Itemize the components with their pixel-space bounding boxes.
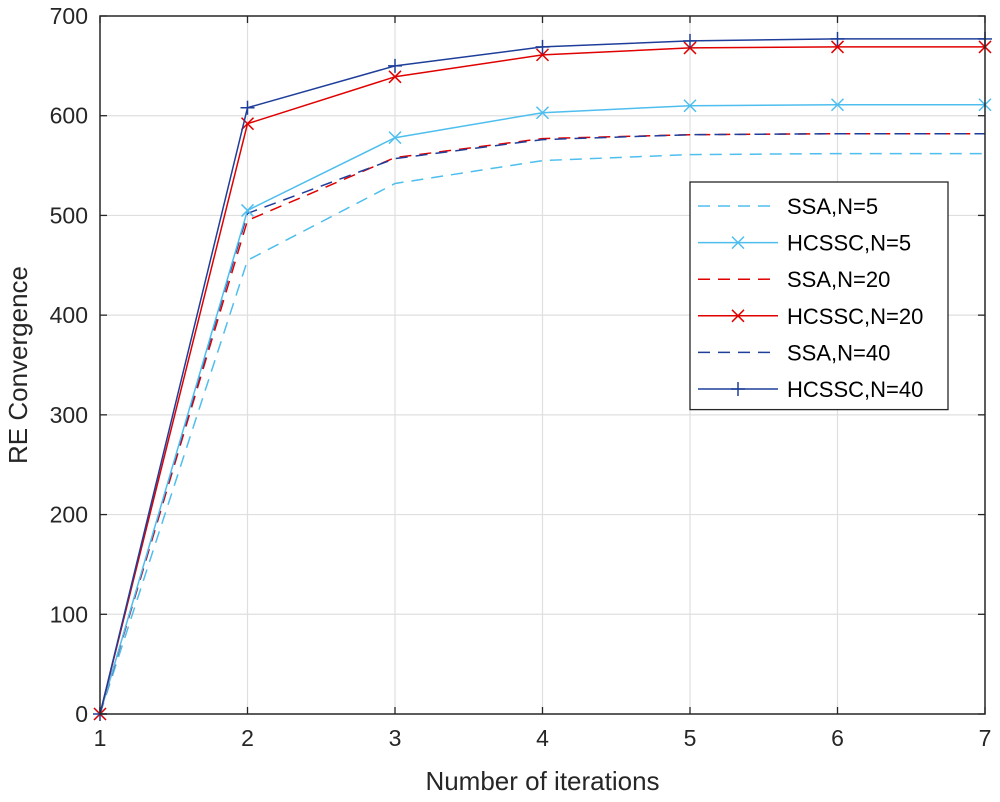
legend: SSA,N=5 HCSSC,N=5 SSA,N=20 HCSSC,N=20 SSA,N=… (689, 181, 949, 411)
x-tick-label: 2 (241, 725, 254, 751)
marker-stroke (731, 236, 745, 250)
data-point-hcssc-n-20 (535, 48, 550, 62)
marker-stroke (731, 309, 745, 323)
legend-entry: HCSSC,N=5 (698, 231, 911, 256)
data-point-hcssc-n-5 (388, 131, 402, 145)
data-point-hcssc-n-20 (388, 70, 402, 84)
data-point-hcssc-n-5 (830, 98, 845, 112)
y-tick-label: 500 (50, 202, 88, 228)
marker-stroke (535, 106, 550, 120)
x-tick-label: 4 (536, 725, 549, 751)
y-tick-label: 0 (75, 701, 88, 727)
x-axis-label: Number of iterations (425, 766, 659, 796)
legend-box (689, 181, 949, 411)
legend-entry: HCSSC,N=40 (698, 377, 923, 402)
y-tick-label: 700 (50, 3, 88, 29)
marker-stroke (388, 70, 402, 84)
data-point-hcssc-n-40 (683, 33, 697, 48)
legend-label: SSA,N=5 (787, 194, 878, 219)
x-tick-label: 1 (94, 725, 107, 751)
y-tick-label: 300 (50, 402, 88, 428)
data-point-hcssc-n-40 (830, 31, 845, 46)
legend-label: HCSSC,N=5 (787, 231, 911, 256)
y-axis-label: RE Convergence (3, 266, 33, 464)
y-tick-label: 600 (50, 103, 88, 129)
data-point-hcssc-n-40 (240, 100, 255, 115)
legend-label: SSA,N=20 (787, 267, 890, 292)
data-point-hcssc-n-5 (535, 106, 550, 120)
data-point-hcssc-n-5 (683, 99, 697, 113)
marker-stroke (830, 98, 845, 112)
series-line-ssa-n-20 (99, 132, 985, 715)
marker-stroke (535, 48, 550, 62)
x-tick-label: 7 (979, 725, 992, 751)
series-lines (93, 31, 992, 721)
series-line-ssa-n-5 (99, 152, 985, 715)
marker-stroke (388, 131, 402, 145)
axis-ticks: 1 2 3 4 5 6 7 0 100 200 300 400 500 600 700 (50, 3, 992, 751)
y-tick-label: 400 (50, 302, 88, 328)
legend-marker (731, 236, 745, 250)
legend-marker (731, 309, 745, 323)
marker-stroke (830, 40, 845, 54)
legend-entry: HCSSC,N=20 (698, 304, 923, 329)
legend-entry: SSA,N=40 (698, 340, 890, 365)
series-line-ssa-n-40 (99, 132, 985, 715)
legend-label: SSA,N=40 (787, 340, 890, 365)
x-tick-label: 6 (831, 725, 844, 751)
x-tick-label: 3 (389, 725, 402, 751)
x-tick-label: 5 (684, 725, 697, 751)
marker-stroke (240, 203, 255, 217)
y-tick-label: 200 (50, 502, 88, 528)
legend-entry: SSA,N=5 (698, 194, 878, 219)
data-point-hcssc-n-5 (240, 203, 255, 217)
data-point-hcssc-n-20 (830, 40, 845, 54)
data-point-hcssc-n-20 (240, 117, 255, 131)
data-point-hcssc-n-40 (388, 58, 402, 73)
marker-stroke (683, 99, 697, 113)
legend-label: HCSSC,N=40 (787, 377, 923, 402)
marker-stroke (240, 117, 255, 131)
y-tick-label: 100 (50, 601, 88, 627)
data-point-hcssc-n-40 (535, 39, 550, 54)
legend-label: HCSSC,N=20 (787, 304, 923, 329)
legend-marker (731, 382, 745, 396)
legend-entry: SSA,N=20 (698, 267, 890, 292)
